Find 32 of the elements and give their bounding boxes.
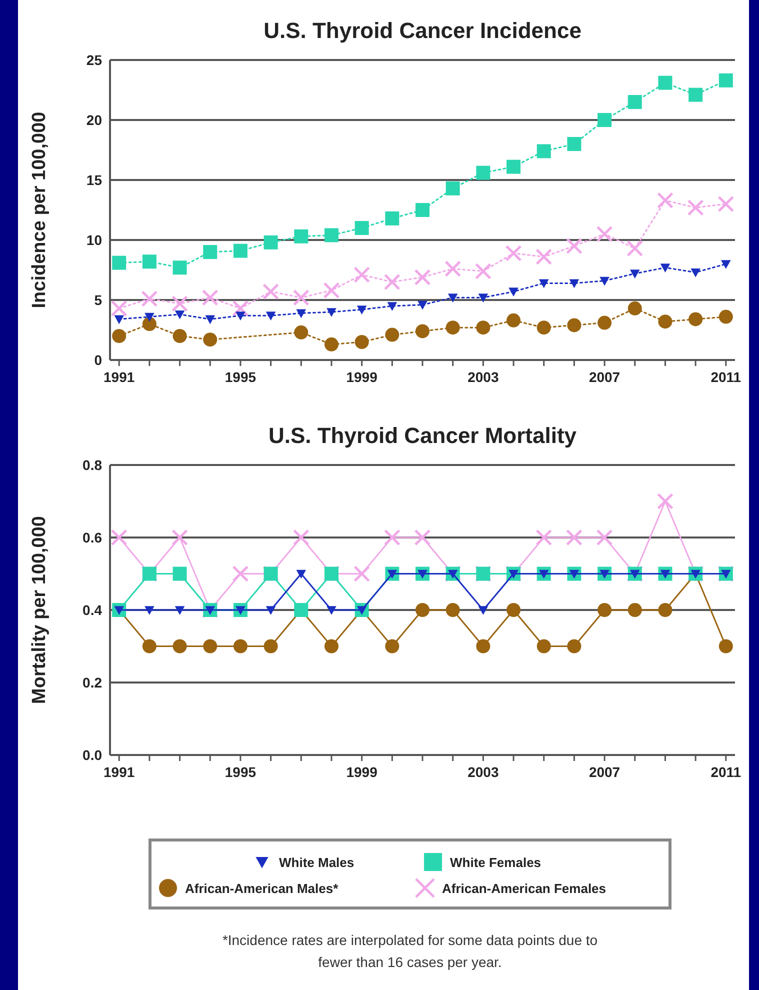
y-tick-label: 0.0	[82, 747, 102, 763]
x-tick-label: 2003	[468, 369, 499, 385]
y-tick-label: 15	[86, 172, 102, 188]
text: *Incidence rates are interpolated for some data points due to fewer than 16 cases per year.	[222, 932, 598, 970]
y-tick-label: 0.4	[82, 602, 102, 618]
y-axis-title: Mortality per 100,000	[29, 516, 50, 704]
legend-label: African-American Females	[442, 881, 606, 896]
y-tick-label: 10	[86, 232, 102, 248]
y-tick-label: 0.6	[82, 530, 102, 546]
legend-label: White Males	[279, 855, 354, 870]
x-tick-label: 1995	[224, 764, 256, 780]
y-tick-label: 0.8	[82, 457, 102, 473]
y-tick-label: 0	[94, 352, 102, 368]
legend-label: African-American Males*	[185, 881, 340, 896]
y-tick-label: 20	[86, 112, 102, 128]
x-tick-label: 1999	[346, 764, 378, 780]
x-tick-label: 1995	[224, 369, 256, 385]
chart-title: U.S. Thyroid Cancer Mortality	[268, 423, 578, 448]
x-tick-label: 1991	[104, 764, 135, 780]
y-tick-label: 5	[94, 292, 102, 308]
x-tick-label: 1999	[346, 369, 378, 385]
x-tick-label: 1991	[104, 369, 135, 385]
x-tick-label: 2007	[588, 369, 620, 385]
y-axis-title: Incidence per 100,000	[29, 112, 50, 308]
y-tick-label: 25	[86, 52, 102, 68]
y-tick-label: 0.2	[82, 674, 102, 690]
chart-title: U.S. Thyroid Cancer Incidence	[264, 18, 582, 43]
legend-label: White Females	[450, 855, 542, 870]
x-tick-label: 2007	[588, 764, 620, 780]
x-tick-label: 2011	[710, 764, 742, 780]
x-tick-label: 2011	[710, 369, 742, 385]
x-tick-label: 2003	[468, 764, 499, 780]
